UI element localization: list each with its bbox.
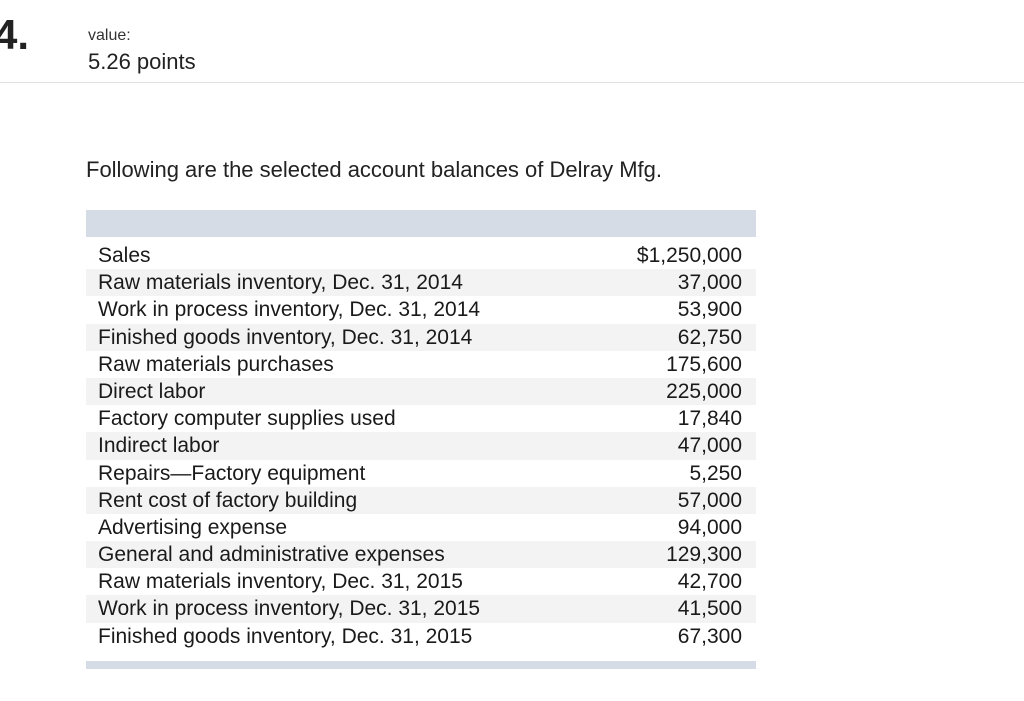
account-label: Indirect labor [98,434,220,458]
table-row: Raw materials inventory, Dec. 31, 2015 42… [86,568,756,596]
table-row: Advertising expense 94,000 [86,513,756,542]
table-row: Rent cost of factory building 57,000 [86,486,756,514]
account-label: Rent cost of factory building [98,488,358,512]
question-intro: Following are the selected account balan… [86,157,662,182]
table-row: Finished goods inventory, Dec. 31, 2015 6… [86,622,756,650]
table-row: Raw materials inventory, Dec. 31, 2014 37… [86,269,756,297]
account-label: Raw materials inventory, Dec. 31, 2014 [98,271,463,295]
table-row: Raw materials purchases 175,600 [86,350,756,378]
account-amount: 53,900 [677,298,742,322]
account-label: Raw materials inventory, Dec. 31, 2015 [98,570,463,594]
account-amount: 41,500 [677,597,742,621]
account-label: Sales [98,244,151,267]
account-label: Finished goods inventory, Dec. 31, 2015 [98,624,473,648]
table-row: Sales $1,250,000 [86,242,756,270]
header-divider [0,82,1024,83]
account-amount: 5,250 [689,461,742,485]
account-amount: 17,840 [677,407,742,431]
account-amount: 62,750 [677,325,742,349]
account-amount: 42,700 [677,570,742,594]
account-amount: $1,250,000 [636,244,742,267]
account-amount: 175,600 [666,352,742,376]
account-label: Finished goods inventory, Dec. 31, 2014 [98,325,473,349]
table-row: General and administrative expenses 129,3… [86,541,756,569]
account-label: Repairs—Factory equipment [98,461,366,485]
table-row: Repairs—Factory equipment 5,250 [86,459,756,487]
table-footer-bar [86,660,756,669]
table-row: Work in process inventory, Dec. 31, 2015… [86,595,756,623]
table-row: Finished goods inventory, Dec. 31, 2014 6… [86,323,756,351]
table-row: Indirect labor 47,000 [86,432,756,460]
table-row: Work in process inventory, Dec. 31, 2014… [86,296,756,324]
account-amount: 37,000 [677,271,742,295]
account-amount: 57,000 [677,488,742,512]
account-amount: 225,000 [666,379,742,403]
account-amount: 94,000 [677,515,742,539]
account-amount: 129,300 [666,543,742,567]
value-label: value: [88,27,131,44]
table-row: Direct labor 225,000 [86,377,756,406]
table-header-bar [86,210,756,237]
account-balances-table: Sales $1,250,000 Raw materials inventory, … [86,210,756,669]
account-amount: 67,300 [677,624,742,648]
account-label: Direct labor [98,379,206,403]
account-label: Work in process inventory, Dec. 31, 2014 [98,298,481,322]
table-body: Sales $1,250,000 Raw materials inventory, … [86,237,756,650]
account-label: Raw materials purchases [98,352,334,376]
account-label: Work in process inventory, Dec. 31, 2015 [98,597,481,621]
question-number: 4. [0,11,30,58]
account-label: Advertising expense [98,515,288,539]
table-row: Factory computer supplies used 17,840 [86,405,756,433]
question-points: 5.26 points [88,49,196,74]
account-label: Factory computer supplies used [98,407,396,431]
account-label: General and administrative expenses [98,543,445,567]
account-amount: 47,000 [677,434,742,458]
